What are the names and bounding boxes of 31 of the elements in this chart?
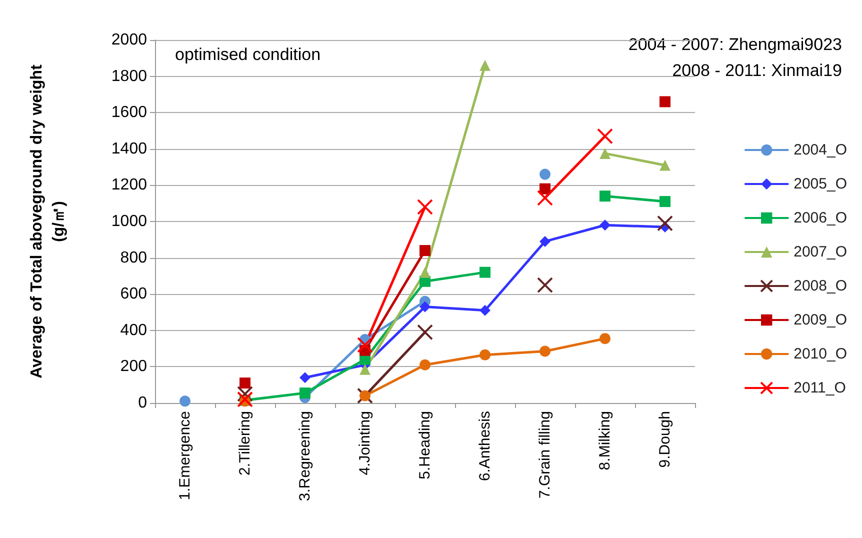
legend-label: 2007_O (794, 244, 848, 260)
y-tick-label: 1400 (111, 140, 148, 158)
y-tick-label: 2000 (111, 32, 148, 48)
y-axis-title: Average of Total aboveground dry weight (g/㎡) (28, 64, 68, 378)
legend-label: 2011_O (794, 380, 846, 396)
legend-label: 2010_O (794, 346, 848, 362)
legend-label: 2005_O (794, 176, 848, 192)
legend-label: 2009_O (794, 312, 848, 328)
legend-label: 2006_O (794, 210, 848, 226)
annotation: optimised condition (175, 45, 321, 64)
x-tick-label: 2.Tillering (236, 411, 254, 476)
legend-label: 2004_O (794, 142, 848, 158)
x-tick-label: 6.Anthesis (476, 411, 494, 482)
annotation: 2008 - 2011: Xinmai19 (672, 61, 842, 80)
legend-label: 2008_O (794, 278, 848, 294)
y-tick-label: 1000 (111, 213, 148, 230)
x-tick-label: 4.Jointing (356, 411, 374, 476)
y-tick-label: 600 (120, 286, 148, 303)
x-tick-label: 5.Heading (416, 411, 434, 480)
x-tick-label: 3.Regreening (296, 411, 314, 502)
x-tick-label: 1.Emergence (176, 411, 194, 500)
y-tick-label: 200 (120, 358, 148, 376)
y-tick-label: 1600 (111, 104, 148, 122)
x-tick-label: 7.Grain filling (536, 411, 554, 499)
y-tick-label: 800 (120, 249, 148, 266)
x-tick-label: 9.Dough (656, 411, 674, 468)
y-tick-label: 1200 (111, 176, 148, 194)
y-tick-label: 1800 (111, 68, 148, 85)
y-tick-label: 0 (138, 394, 148, 412)
x-tick-label: 8.Milking (596, 411, 614, 470)
y-tick-label: 400 (120, 322, 148, 339)
